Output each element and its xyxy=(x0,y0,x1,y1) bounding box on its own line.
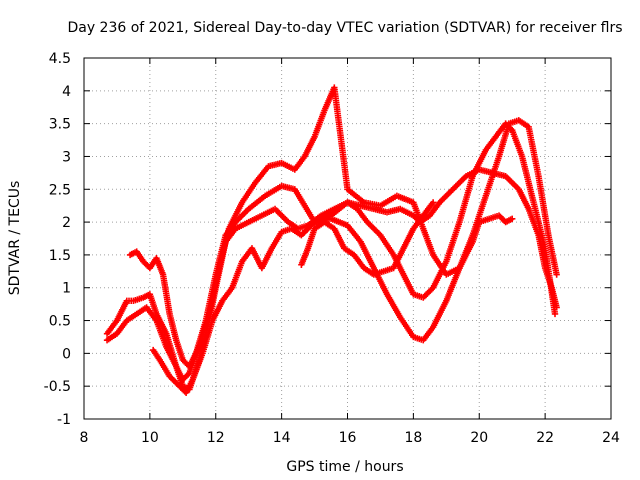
series-5 xyxy=(298,199,437,278)
x-tick-label: 12 xyxy=(207,430,225,446)
y-tick-label: 1.5 xyxy=(49,248,71,264)
x-tick-label: 14 xyxy=(273,430,291,446)
data-point xyxy=(551,310,559,318)
x-tick-label: 8 xyxy=(80,430,89,446)
series-4 xyxy=(149,212,516,396)
data-point xyxy=(184,371,192,378)
y-tick-label: 3.5 xyxy=(49,117,71,133)
x-tick-label: 20 xyxy=(470,430,488,446)
data-point xyxy=(508,215,516,223)
grid-lines xyxy=(84,58,611,419)
data-point xyxy=(553,271,560,278)
y-tick-label: 2.5 xyxy=(49,182,71,198)
x-tick-label: 16 xyxy=(339,430,357,446)
y-tick-label: 2 xyxy=(62,215,71,231)
series-2 xyxy=(103,120,559,383)
y-tick-label: 0 xyxy=(62,346,71,362)
data-point xyxy=(429,199,437,206)
series-3 xyxy=(126,84,560,370)
y-axis-label: SDTVAR / TECUs xyxy=(7,181,23,296)
y-tick-label: 1 xyxy=(62,281,71,297)
data-points xyxy=(103,84,560,396)
chart-title: Day 236 of 2021, Sidereal Day-to-day VTE… xyxy=(67,20,622,36)
x-tick-label: 24 xyxy=(602,430,620,446)
y-tick-label: 0.5 xyxy=(49,314,71,330)
x-tick-label: 18 xyxy=(404,430,422,446)
x-axis-label: GPS time / hours xyxy=(286,459,403,475)
tick-labels: 8 10 12 14 16 18 20 22 24 -1 -0.5 0 0.5 1 1.5 2 2.5 3 3.5 4… xyxy=(44,51,620,446)
x-tick-label: 22 xyxy=(536,430,554,446)
y-tick-label: -0.5 xyxy=(44,379,71,395)
y-tick-label: 4.5 xyxy=(49,51,71,67)
y-tick-label: -1 xyxy=(57,412,71,428)
x-tick-label: 10 xyxy=(141,430,159,446)
axis-ticks xyxy=(83,57,612,420)
y-tick-label: 4 xyxy=(62,84,71,100)
y-tick-label: 3 xyxy=(62,149,71,165)
